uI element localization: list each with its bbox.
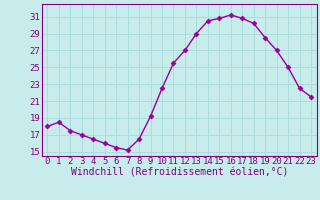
X-axis label: Windchill (Refroidissement éolien,°C): Windchill (Refroidissement éolien,°C) xyxy=(70,168,288,178)
